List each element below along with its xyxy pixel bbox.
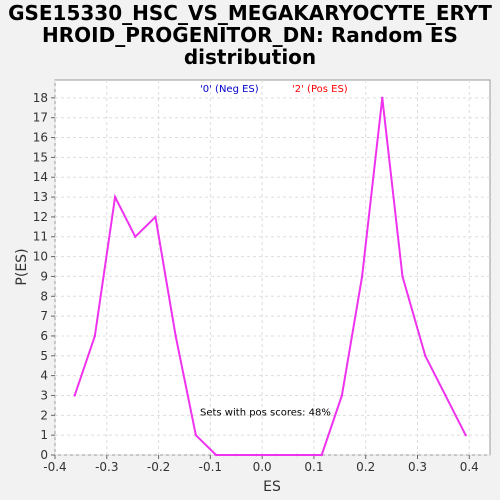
- data-point: [214, 453, 218, 457]
- legend-neg-es: '0' (Neg ES): [200, 84, 259, 95]
- data-point: [255, 453, 258, 457]
- y-tick-label: 3: [40, 388, 48, 402]
- series: [73, 96, 467, 457]
- y-tick-label: 18: [33, 91, 48, 105]
- data-point: [464, 433, 467, 437]
- annotation-pos-scores: Sets with pos scores: 48%: [200, 407, 331, 418]
- y-tick-label: 16: [33, 131, 48, 145]
- chart-title-line-1: GSE15330_HSC_VS_MEGAKARYOCYTE_ERYT: [8, 1, 492, 25]
- y-tick-label: 7: [40, 309, 48, 323]
- y-tick-label: 1: [40, 428, 48, 442]
- data-point: [320, 453, 323, 457]
- y-tick-label: 10: [33, 250, 48, 264]
- chart-title-line-3: distribution: [184, 45, 316, 69]
- data-point: [360, 275, 364, 278]
- y-tick-label: 14: [33, 170, 48, 184]
- data-point: [154, 215, 157, 219]
- data-point: [340, 394, 344, 397]
- y-tick-label: 9: [40, 269, 48, 283]
- x-tick-label: 0.0: [253, 460, 272, 474]
- x-tick-label: -0.4: [43, 460, 66, 474]
- x-axis-label: ES: [263, 479, 281, 495]
- legend: '0' (Neg ES) '2' (Pos ES): [200, 84, 348, 95]
- y-tick-label: 12: [33, 210, 48, 224]
- y-tick-label: 6: [40, 329, 48, 343]
- data-point: [194, 433, 198, 437]
- chart-title-line-2: HROID_PROGENITOR_DN: Random ES: [42, 23, 458, 47]
- y-tick-label: 11: [33, 230, 48, 244]
- plot-area: [54, 79, 491, 456]
- data-point: [113, 195, 117, 199]
- x-tick-label: 0.1: [304, 460, 323, 474]
- series-line-pos-es: [73, 97, 467, 456]
- grid: [54, 80, 490, 456]
- data-point: [295, 453, 299, 457]
- y-axis-label: P(ES): [14, 248, 30, 285]
- y-tick-label: 8: [40, 289, 48, 303]
- y-tick-label: 0: [40, 448, 48, 462]
- axes: -0.4 -0.3 -0.2 -0.1 0.0 0.1 0.2 0.3 0.4012345678…: [33, 91, 479, 474]
- x-tick-label: 0.3: [408, 460, 427, 474]
- y-tick-label: 13: [33, 190, 48, 204]
- data-point: [134, 235, 137, 238]
- y-tick-label: 4: [40, 369, 48, 383]
- data-point: [381, 96, 384, 100]
- x-tick-label: -0.1: [199, 460, 222, 474]
- data-point: [235, 453, 238, 457]
- y-tick-label: 2: [40, 408, 48, 422]
- data-point: [73, 394, 76, 397]
- y-tick-label: 5: [40, 349, 48, 363]
- x-tick-label: -0.3: [95, 460, 118, 474]
- data-point: [401, 275, 404, 278]
- x-tick-label: 0.4: [460, 460, 479, 474]
- x-tick-label: 0.2: [356, 460, 375, 474]
- chart-title: GSE15330_HSC_VS_MEGAKARYOCYTE_ERYT HROID…: [8, 1, 492, 69]
- y-tick-label: 17: [33, 111, 48, 125]
- legend-pos-es: '2' (Pos ES): [292, 84, 348, 95]
- y-tick-label: 15: [33, 150, 48, 164]
- data-point: [444, 394, 447, 397]
- data-point: [93, 334, 97, 338]
- data-point: [275, 453, 278, 457]
- data-point: [174, 334, 177, 338]
- x-tick-label: -0.2: [147, 460, 170, 474]
- data-point: [424, 354, 427, 357]
